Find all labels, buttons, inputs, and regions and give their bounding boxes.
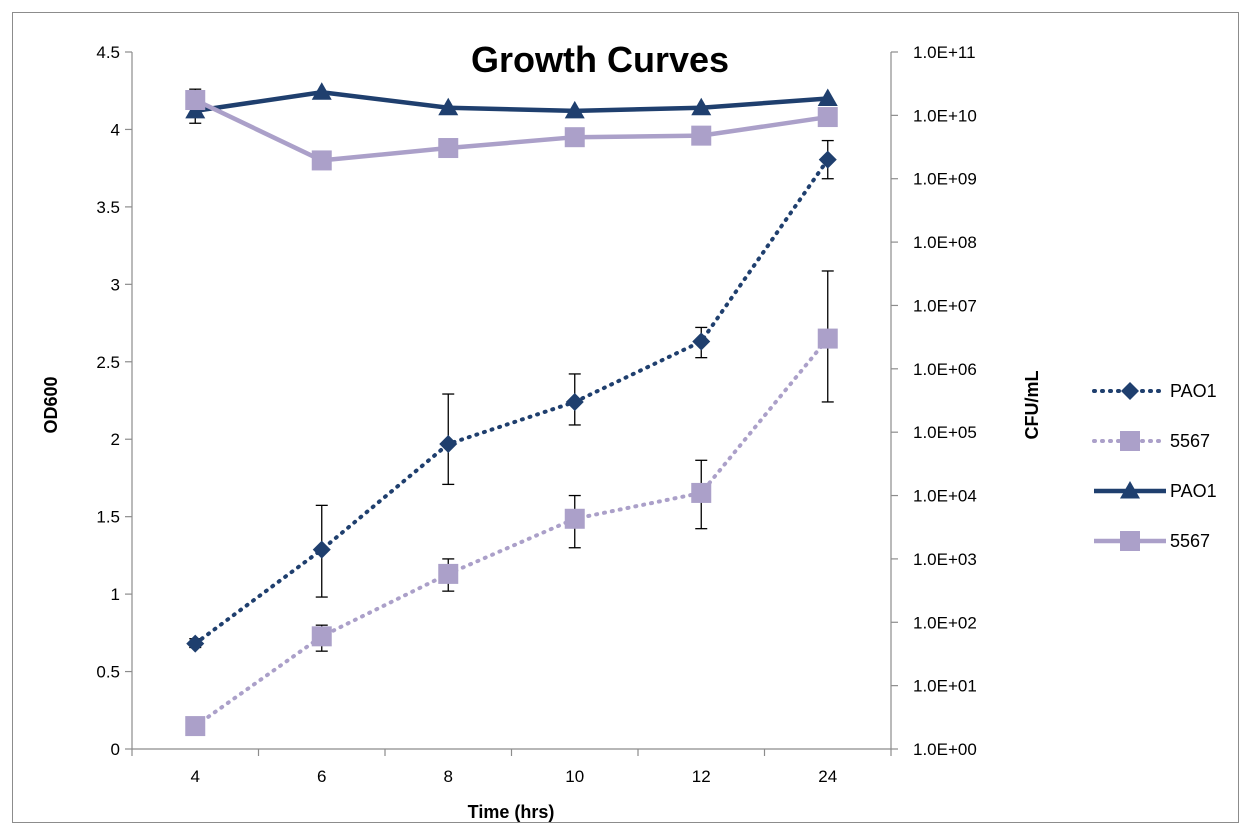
series-3 [185, 90, 838, 171]
series-0 [186, 139, 837, 653]
legend-entry-0: PAO1 [1092, 381, 1217, 401]
legend-entry-2: PAO1 [1094, 481, 1217, 501]
y2-tick-label: 1.0E+08 [913, 233, 977, 252]
x-tick-label: 24 [818, 767, 837, 786]
data-point [186, 634, 205, 653]
y2-axis-title: CFU/mL [1022, 371, 1042, 440]
data-point [818, 150, 837, 169]
data-point [311, 82, 332, 100]
series-line [193, 336, 830, 729]
legend-label: 5567 [1170, 531, 1210, 551]
series-line [193, 157, 830, 646]
legend-label: 5567 [1170, 431, 1210, 451]
data-point [311, 626, 332, 647]
y2-tick-label: 1.0E+02 [913, 613, 977, 632]
data-point [438, 563, 459, 584]
data-point [438, 138, 459, 159]
data-point [817, 328, 838, 349]
chart-frame [12, 12, 1239, 823]
y2-tick-label: 1.0E+11 [913, 43, 976, 62]
legend-entry-3: 5567 [1094, 531, 1210, 551]
data-point [564, 508, 585, 529]
data-point [691, 125, 712, 146]
data-point [311, 150, 332, 171]
x-tick-label: 6 [317, 767, 326, 786]
y-tick-label: 2.5 [96, 353, 120, 372]
data-point [185, 90, 206, 111]
y-tick-label: 2 [111, 430, 120, 449]
legend-marker [1120, 481, 1140, 499]
series-line [194, 90, 828, 114]
y-tick-label: 0.5 [96, 663, 120, 682]
legend-marker [1120, 531, 1140, 551]
y2-tick-label: 1.0E+07 [913, 296, 977, 315]
x-tick-label: 12 [692, 767, 711, 786]
y2-tick-label: 1.0E+00 [913, 740, 977, 759]
y2-tick-label: 1.0E+04 [913, 487, 977, 506]
y2-tick-label: 1.0E+09 [913, 170, 977, 189]
x-tick-label: 4 [191, 767, 200, 786]
series-line [194, 97, 829, 163]
data-point [691, 482, 712, 503]
legend-label: PAO1 [1170, 481, 1217, 501]
y-tick-label: 1 [111, 585, 120, 604]
data-point [185, 716, 206, 737]
chart-title: Growth Curves [471, 39, 729, 80]
data-point [692, 332, 711, 351]
data-point [564, 127, 585, 148]
data-point [817, 107, 838, 128]
data-point [438, 97, 459, 116]
x-tick-label: 10 [565, 767, 584, 786]
series-1 [185, 270, 838, 737]
data-point [691, 97, 712, 116]
y2-tick-label: 1.0E+01 [913, 677, 977, 696]
y-tick-label: 3 [111, 275, 120, 294]
x-axis-title: Time (hrs) [468, 802, 555, 822]
y2-tick-label: 1.0E+05 [913, 423, 977, 442]
data-point [817, 88, 838, 106]
y2-tick-label: 1.0E+10 [913, 106, 977, 125]
y-tick-label: 0 [111, 740, 120, 759]
axes-layer: 0 0.5 1 1.5 2 2.5 3 3.5 4 4.5 1.0E+00 1.0E+01 1.0E+0… [96, 43, 976, 786]
x-tick-label: 8 [444, 767, 453, 786]
data-point [565, 392, 584, 411]
data-point [439, 435, 458, 454]
legend-marker [1120, 431, 1140, 451]
y2-tick-label: 1.0E+06 [913, 360, 977, 379]
legend: PAO1 5567 PAO1 5567 [1092, 381, 1217, 551]
legend-entry-1: 5567 [1092, 431, 1210, 451]
y-tick-label: 4.5 [96, 43, 120, 62]
y2-tick-label: 1.0E+03 [913, 550, 977, 569]
y-axis-title: OD600 [41, 376, 61, 433]
y-tick-label: 1.5 [96, 508, 120, 527]
series-layer [185, 82, 838, 737]
y-tick-label: 4 [111, 120, 120, 139]
data-point [312, 540, 331, 559]
legend-label: PAO1 [1170, 381, 1217, 401]
y-tick-label: 3.5 [96, 198, 120, 217]
data-point [564, 100, 585, 119]
legend-marker [1121, 382, 1139, 400]
